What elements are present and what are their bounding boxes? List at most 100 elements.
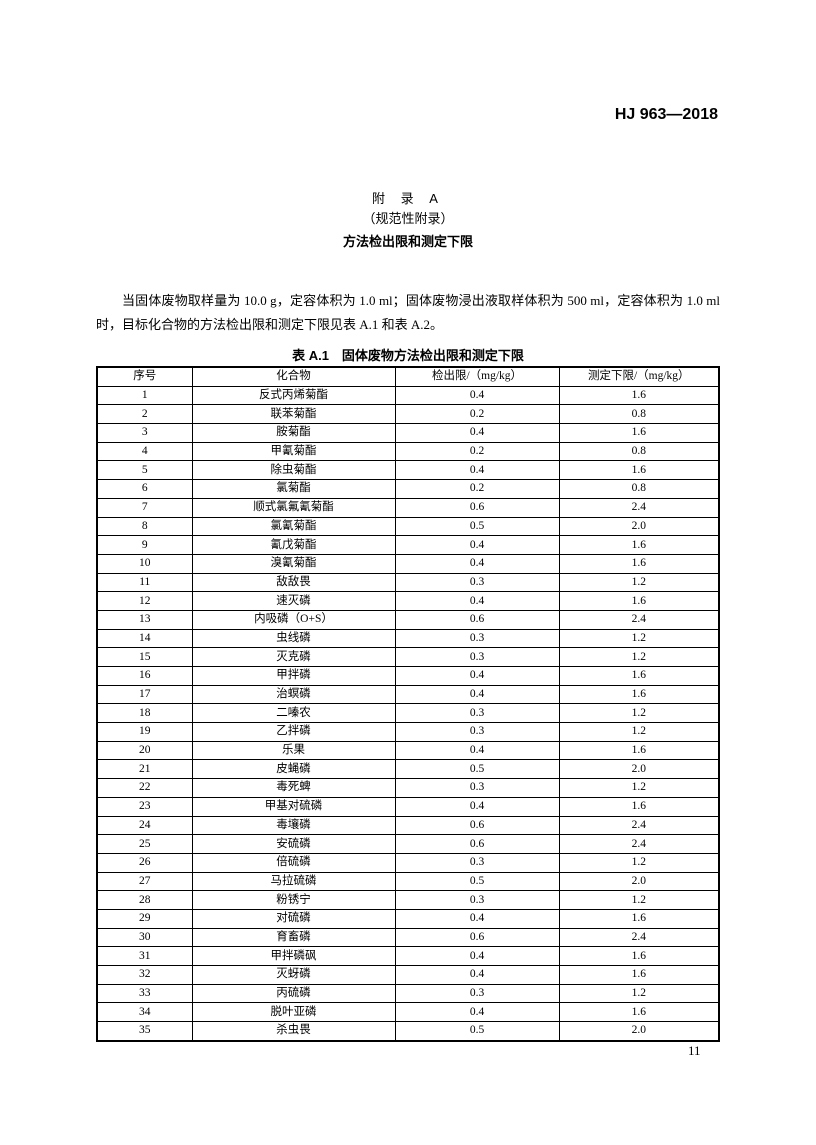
row-number: 13 bbox=[96, 609, 193, 630]
table-row: 27 马拉硫磷 0.5 2.0 bbox=[96, 871, 720, 892]
detection-limit: 0.4 bbox=[394, 385, 560, 406]
detection-limit-table: 序号 化合物 检出限/（mg/kg） 测定下限/（mg/kg） 1 反式丙烯菊酯 0… bbox=[96, 366, 720, 1042]
quantitation-limit: 2.4 bbox=[558, 609, 720, 630]
quantitation-limit: 1.6 bbox=[558, 740, 720, 761]
detection-limit: 0.4 bbox=[394, 460, 560, 481]
row-number: 17 bbox=[96, 684, 193, 705]
row-number: 32 bbox=[96, 965, 193, 985]
compound-name: 乙拌磷 bbox=[191, 722, 396, 742]
row-number: 31 bbox=[96, 946, 193, 966]
quantitation-limit: 1.2 bbox=[558, 572, 720, 593]
table-row: 5 除虫菊酯 0.4 1.6 bbox=[96, 460, 720, 481]
appendix-title: 附 录 A bbox=[372, 191, 444, 206]
row-number: 8 bbox=[96, 516, 193, 537]
compound-name: 粉锈宁 bbox=[191, 890, 396, 910]
compound-name: 氰戊菊酯 bbox=[191, 535, 396, 555]
quantitation-limit: 2.0 bbox=[558, 1021, 720, 1042]
table-row: 23 甲基对硫磷 0.4 1.6 bbox=[96, 796, 720, 817]
quantitation-limit: 1.6 bbox=[558, 423, 720, 443]
quantitation-limit: 1.6 bbox=[558, 666, 720, 686]
row-number: 15 bbox=[96, 647, 193, 667]
compound-name: 治螟磷 bbox=[191, 684, 396, 705]
quantitation-limit: 2.0 bbox=[558, 516, 720, 537]
compound-name: 甲氰菊酯 bbox=[191, 441, 396, 462]
quantitation-limit: 1.2 bbox=[558, 890, 720, 910]
table-row: 28 粉锈宁 0.3 1.2 bbox=[96, 890, 720, 910]
quantitation-limit: 0.8 bbox=[558, 479, 720, 499]
row-number: 3 bbox=[96, 423, 193, 443]
quantitation-limit: 2.4 bbox=[558, 927, 720, 948]
compound-name: 溴氰菊酯 bbox=[191, 553, 396, 574]
appendix-heading: 方法检出限和测定下限 bbox=[342, 234, 473, 249]
detection-limit: 0.4 bbox=[394, 423, 560, 443]
row-number: 22 bbox=[96, 778, 193, 798]
detection-limit: 0.3 bbox=[394, 703, 560, 724]
page-number: 11 bbox=[688, 1043, 701, 1058]
detection-limit: 0.5 bbox=[394, 1021, 560, 1042]
compound-name: 灭蚜磷 bbox=[191, 965, 396, 985]
row-number: 4 bbox=[96, 441, 193, 462]
quantitation-limit: 1.6 bbox=[558, 385, 720, 406]
detection-limit: 0.6 bbox=[394, 927, 560, 948]
row-number: 20 bbox=[96, 740, 193, 761]
table-row: 35 杀虫畏 0.5 2.0 bbox=[96, 1021, 720, 1042]
compound-name: 虫线磷 bbox=[191, 628, 396, 649]
quantitation-limit: 1.6 bbox=[558, 684, 720, 705]
row-number: 6 bbox=[96, 479, 193, 499]
table-row: 19 乙拌磷 0.3 1.2 bbox=[96, 722, 720, 742]
detection-limit: 0.3 bbox=[394, 572, 560, 593]
standard-number: HJ 963—2018 bbox=[614, 106, 718, 123]
compound-name: 联苯菊酯 bbox=[191, 404, 396, 425]
compound-name: 氯氰菊酯 bbox=[191, 516, 396, 537]
compound-name: 毒壤磷 bbox=[191, 815, 396, 836]
compound-name: 马拉硫磷 bbox=[191, 871, 396, 892]
table-row: 33 丙硫磷 0.3 1.2 bbox=[96, 983, 720, 1004]
compound-name: 杀虫畏 bbox=[191, 1021, 396, 1042]
compound-name: 二嗪农 bbox=[191, 703, 396, 724]
quantitation-limit: 1.6 bbox=[558, 591, 720, 611]
compound-name: 甲拌磷 bbox=[191, 666, 396, 686]
table-row: 30 育畜磷 0.6 2.4 bbox=[96, 927, 720, 948]
compound-name: 安硫磷 bbox=[191, 834, 396, 854]
compound-name: 氯菊酯 bbox=[191, 479, 396, 499]
detection-limit: 0.4 bbox=[394, 740, 560, 761]
compound-name: 育畜磷 bbox=[191, 927, 396, 948]
detection-limit: 0.5 bbox=[394, 759, 560, 780]
table-row: 3 胺菊酯 0.4 1.6 bbox=[96, 423, 720, 443]
compound-name: 皮蝇磷 bbox=[191, 759, 396, 780]
compound-name: 毒死蜱 bbox=[191, 778, 396, 798]
table-row: 12 速灭磷 0.4 1.6 bbox=[96, 591, 720, 611]
detection-limit: 0.3 bbox=[394, 722, 560, 742]
table-row: 29 对硫磷 0.4 1.6 bbox=[96, 908, 720, 929]
row-number: 35 bbox=[96, 1021, 193, 1042]
table-row: 21 皮蝇磷 0.5 2.0 bbox=[96, 759, 720, 780]
table-row: 32 灭蚜磷 0.4 1.6 bbox=[96, 965, 720, 985]
row-number: 12 bbox=[96, 591, 193, 611]
detection-limit: 0.2 bbox=[394, 441, 560, 462]
quantitation-limit: 2.0 bbox=[558, 759, 720, 780]
compound-name: 胺菊酯 bbox=[191, 423, 396, 443]
column-header: 测定下限/（mg/kg） bbox=[558, 366, 720, 387]
detection-limit: 0.2 bbox=[394, 404, 560, 425]
quantitation-limit: 1.2 bbox=[558, 778, 720, 798]
row-number: 29 bbox=[96, 908, 193, 929]
table-row: 34 脱叶亚磷 0.4 1.6 bbox=[96, 1002, 720, 1023]
quantitation-limit: 0.8 bbox=[558, 404, 720, 425]
detection-limit: 0.3 bbox=[394, 778, 560, 798]
quantitation-limit: 1.2 bbox=[558, 703, 720, 724]
quantitation-limit: 1.2 bbox=[558, 628, 720, 649]
quantitation-limit: 0.8 bbox=[558, 441, 720, 462]
table-row: 31 甲拌磷砜 0.4 1.6 bbox=[96, 946, 720, 966]
appendix-type: （规范性附录） bbox=[362, 211, 454, 226]
quantitation-limit: 1.6 bbox=[558, 460, 720, 481]
compound-name: 敌敌畏 bbox=[191, 572, 396, 593]
row-number: 25 bbox=[96, 834, 193, 854]
row-number: 18 bbox=[96, 703, 193, 724]
row-number: 14 bbox=[96, 628, 193, 649]
table-row: 2 联苯菊酯 0.2 0.8 bbox=[96, 404, 720, 425]
compound-name: 速灭磷 bbox=[191, 591, 396, 611]
compound-name: 内吸磷（O+S） bbox=[191, 609, 396, 630]
detection-limit: 0.6 bbox=[394, 815, 560, 836]
detection-limit: 0.4 bbox=[394, 965, 560, 985]
